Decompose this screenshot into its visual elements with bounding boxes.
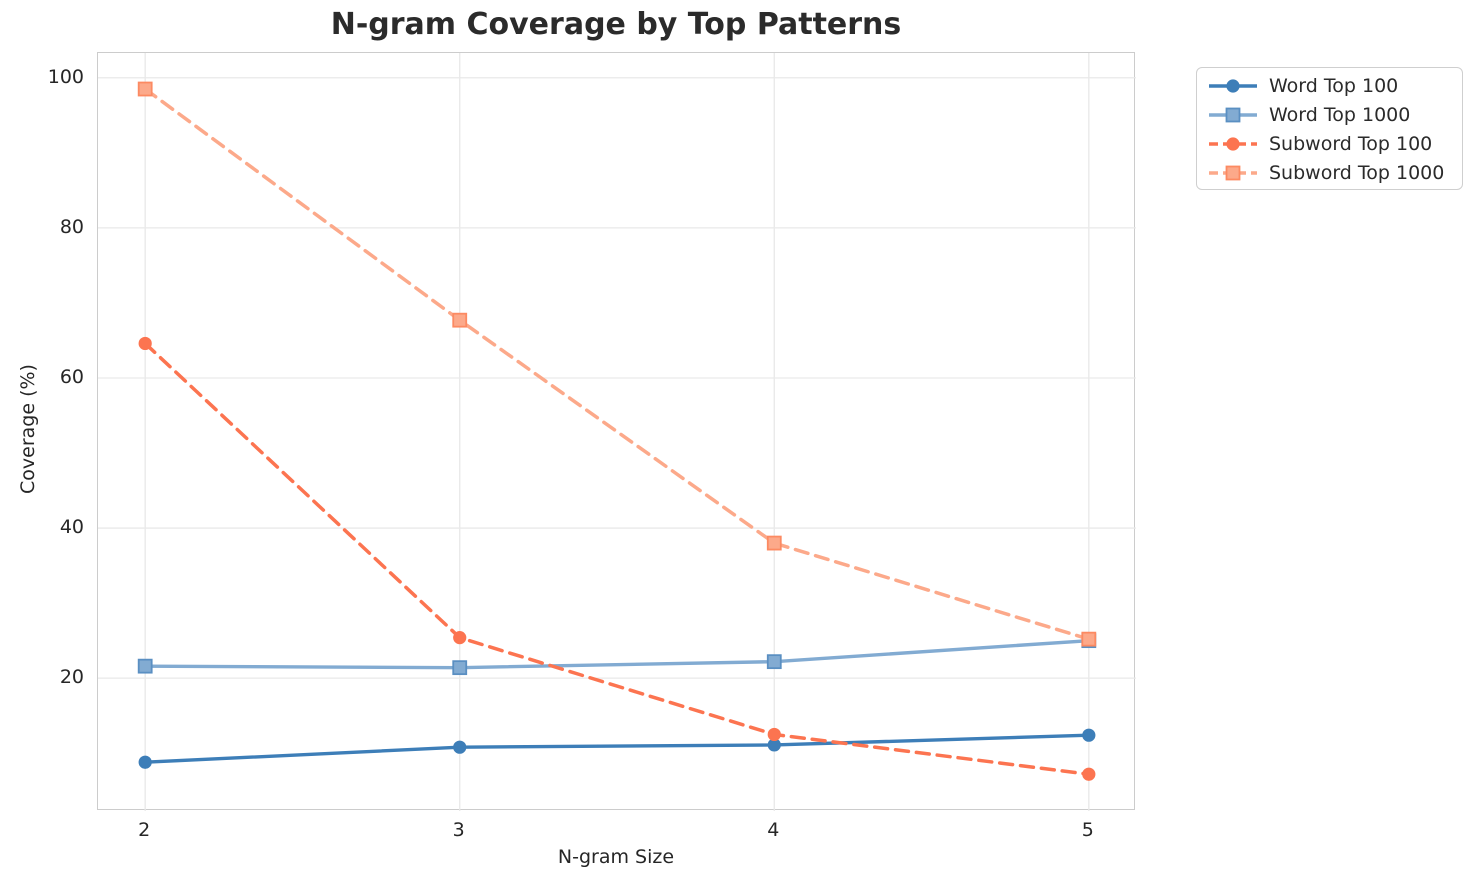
data-point-marker (452, 660, 468, 676)
data-point-marker (766, 535, 782, 551)
data-point-marker (452, 312, 468, 328)
x-axis-label: N-gram Size (557, 846, 675, 868)
data-point-marker (137, 658, 153, 674)
data-point-marker (767, 727, 781, 742)
y-tick-label: 80 (59, 215, 84, 238)
series-line-word-top-1000 (143, 638, 1091, 670)
data-point-marker (1082, 728, 1096, 742)
x-tick-label: 2 (138, 819, 151, 841)
y-tick-label: 60 (59, 365, 84, 388)
x-tick-label: 5 (1081, 819, 1094, 841)
plot-area (97, 52, 1136, 811)
legend-item-label: Subword Top 1000 (1269, 161, 1445, 184)
y-tick-label: 100 (47, 65, 84, 88)
x-tick-label: 4 (767, 819, 780, 841)
data-point-marker (1081, 631, 1097, 647)
legend-swatch-circle-icon (1209, 136, 1257, 151)
legend-swatch-square-icon (1209, 165, 1257, 180)
data-point-marker (138, 336, 152, 351)
series-line-subword-top-100 (143, 341, 1091, 776)
plot-canvas (98, 53, 1136, 811)
x-tick-label: 3 (452, 819, 465, 841)
y-axis-label: Coverage (%) (17, 364, 39, 494)
data-point-marker (767, 738, 781, 752)
data-point-marker (453, 631, 467, 645)
legend-item-label: Word Top 100 (1269, 74, 1399, 97)
data-point-marker (137, 81, 153, 97)
y-tick-label: 20 (59, 666, 84, 689)
legend-item-label: Word Top 1000 (1269, 103, 1411, 126)
data-point-marker (1082, 767, 1096, 781)
legend-swatch-square-icon (1209, 107, 1257, 122)
chart-title: N-gram Coverage by Top Patterns (330, 7, 902, 42)
legend-item: Subword Top 1000 (1207, 158, 1462, 187)
series-line-subword-top-1000 (143, 87, 1091, 641)
legend-item: Word Top 1000 (1207, 100, 1462, 129)
legend-item: Word Top 100 (1207, 71, 1462, 100)
data-point-marker (138, 755, 152, 769)
y-tick-label: 40 (59, 516, 84, 539)
legend: Word Top 100 Word Top 1000 Subword Top 100… (1196, 67, 1463, 190)
legend-item: Subword Top 100 (1207, 129, 1462, 158)
data-point-marker (766, 654, 782, 670)
data-point-marker (453, 740, 467, 754)
legend-item-label: Subword Top 100 (1269, 132, 1433, 155)
legend-swatch-circle-icon (1209, 78, 1257, 93)
series-line-word-top-100 (143, 733, 1091, 764)
